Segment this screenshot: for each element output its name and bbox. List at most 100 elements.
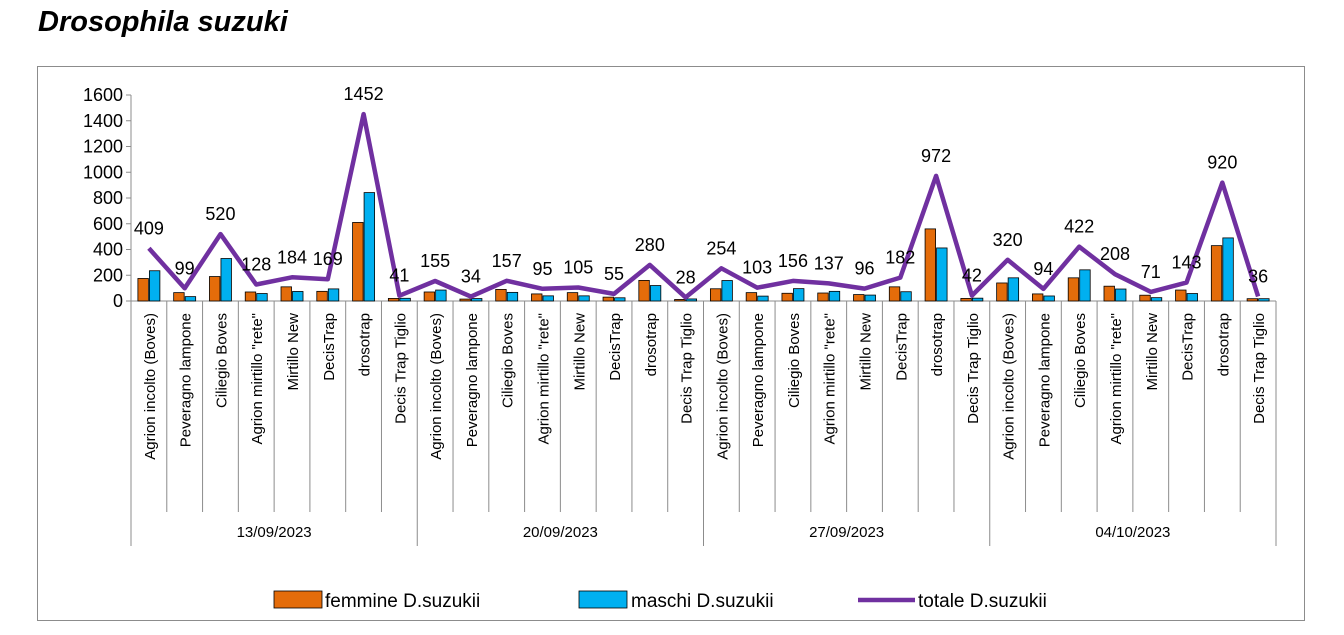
y-tick-label: 1200 [83,137,123,157]
data-label-totale: 280 [635,235,665,255]
legend-swatch-femmine [273,590,323,609]
bar-maschi [900,291,912,302]
y-tick-label: 200 [93,265,123,285]
bar-maschi [757,295,769,302]
y-tick-label: 1600 [83,85,123,105]
data-label-totale: 95 [532,259,552,279]
bar-femmine [1210,245,1223,302]
legend-label-totale: totale D.suzukii [918,591,1047,612]
bar-maschi [1115,288,1127,302]
x-category-label: Mirtillo New [858,313,875,391]
data-label-totale: 156 [778,251,808,271]
x-category-label: drosotrap [929,313,946,376]
data-label-totale: 409 [134,218,164,238]
x-category-label: Decis Trap Tiglio [392,313,409,424]
bar-maschi [649,285,662,302]
bar-maschi [1043,295,1055,302]
x-category-label: drosotrap [357,313,374,376]
bar-femmine [316,290,328,302]
line-totale [147,111,1261,300]
data-label-totale: 71 [1141,262,1161,282]
bar-femmine [352,222,364,302]
bar-femmine [709,288,722,302]
x-category-label: Mirtillo New [571,313,588,391]
y-tick-label: 600 [93,214,123,234]
bar-maschi [1079,269,1091,302]
bar-femmine [924,228,936,302]
data-label-totale: 182 [885,248,915,268]
x-category-label: Peveragno lampone [750,313,767,447]
bar-femmine [1175,289,1187,302]
data-label-totale: 208 [1100,244,1130,264]
data-label-totale: 99 [175,258,195,278]
bar-femmine [387,298,400,302]
bar-maschi [220,258,232,302]
x-category-label: Agrion mirtillo "rete" [535,313,552,445]
data-label-totale: 920 [1207,153,1237,173]
x-category-label: drosotrap [1215,313,1232,376]
bar-femmine [1103,285,1115,302]
bar-femmine [638,279,650,302]
x-category-label: Agrion incolto (Boves) [142,313,159,460]
bar-femmine [244,291,257,302]
x-category-label: DecisTrap [1180,313,1197,381]
bar-maschi [1258,298,1270,302]
bar-maschi [542,295,554,302]
bar-femmine [423,291,436,302]
x-group-label: 20/09/2023 [523,524,598,541]
data-label-totale: 157 [492,251,522,271]
bar-femmine [209,276,221,302]
bar-maschi [1150,297,1163,302]
bar-femmine [495,289,507,302]
bar-maschi [936,247,948,302]
bar-femmine [674,299,686,302]
bar-femmine [1246,298,1259,302]
bar-femmine [173,292,185,302]
x-group-label: 13/09/2023 [237,524,312,541]
x-category-label: Agrion mirtillo "rete" [249,313,266,445]
data-label-totale: 520 [205,204,235,224]
y-tick-label: 400 [93,240,123,260]
bar-maschi [435,289,447,302]
bar-maschi [1186,293,1198,302]
x-category-label: DecisTrap [893,313,910,381]
data-label-totale: 422 [1064,217,1094,237]
bar-femmine [960,298,972,302]
data-label-totale: 972 [921,146,951,166]
x-category-label: Peveragno lampone [1036,313,1053,447]
bar-maschi [471,298,483,302]
data-label-totale: 169 [313,249,343,269]
bar-femmine [602,296,614,302]
bar-femmine [566,292,579,302]
bar-maschi [363,192,375,302]
bar-femmine [888,286,901,302]
data-label-totale: 55 [604,264,624,284]
x-category-label: Decis Trap Tiglio [1251,313,1268,424]
bar-maschi [292,291,304,302]
chart-title: Drosophila suzuki [38,6,288,38]
x-category-label: Peveragno lampone [464,313,481,447]
x-category-label: Ciliegio Boves [1072,313,1089,408]
bar-femmine [137,278,149,302]
data-label-totale: 1452 [344,84,384,104]
x-category-label: DecisTrap [607,313,624,381]
bar-femmine [459,298,471,302]
bar-maschi [578,295,590,302]
x-group-label: 04/10/2023 [1095,524,1170,541]
data-label-totale: 184 [277,247,307,267]
data-label-totale: 137 [814,253,844,273]
bar-femmine [531,293,543,302]
bar-maschi [399,297,411,302]
data-label-totale: 94 [1033,259,1053,279]
x-category-label: Ciliegio Boves [500,313,517,408]
x-category-label: DecisTrap [321,313,338,381]
x-category-label: Mirtillo New [285,313,302,391]
bar-maschi [721,280,733,302]
bar-maschi [614,297,626,302]
data-label-totale: 254 [706,238,736,258]
x-category-label: Agrion incolto (Boves) [428,313,445,460]
bar-maschi [793,288,805,302]
bar-femmine [1067,277,1080,302]
bar-maschi [327,288,340,302]
